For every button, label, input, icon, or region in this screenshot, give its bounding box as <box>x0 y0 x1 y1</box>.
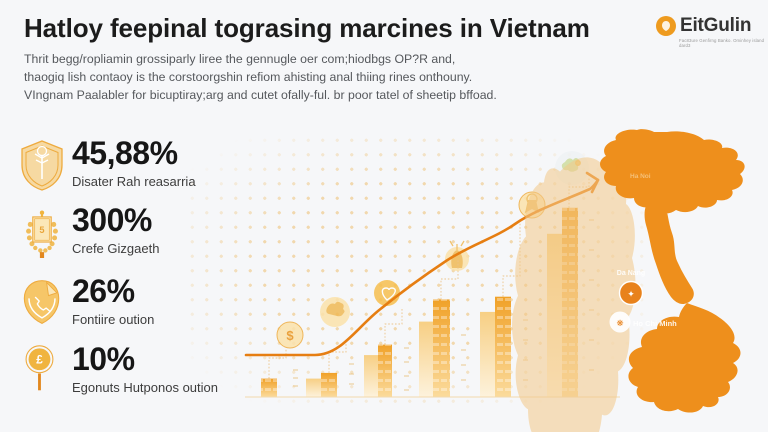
svg-text:❋: ❋ <box>616 318 624 328</box>
svg-text:$: $ <box>286 328 294 343</box>
svg-text:Da Nang: Da Nang <box>617 270 645 277</box>
svg-text:✦: ✦ <box>627 289 635 299</box>
svg-text:Ha Noi: Ha Noi <box>630 173 651 180</box>
svg-text:Ho Chi Minh: Ho Chi Minh <box>633 319 677 328</box>
